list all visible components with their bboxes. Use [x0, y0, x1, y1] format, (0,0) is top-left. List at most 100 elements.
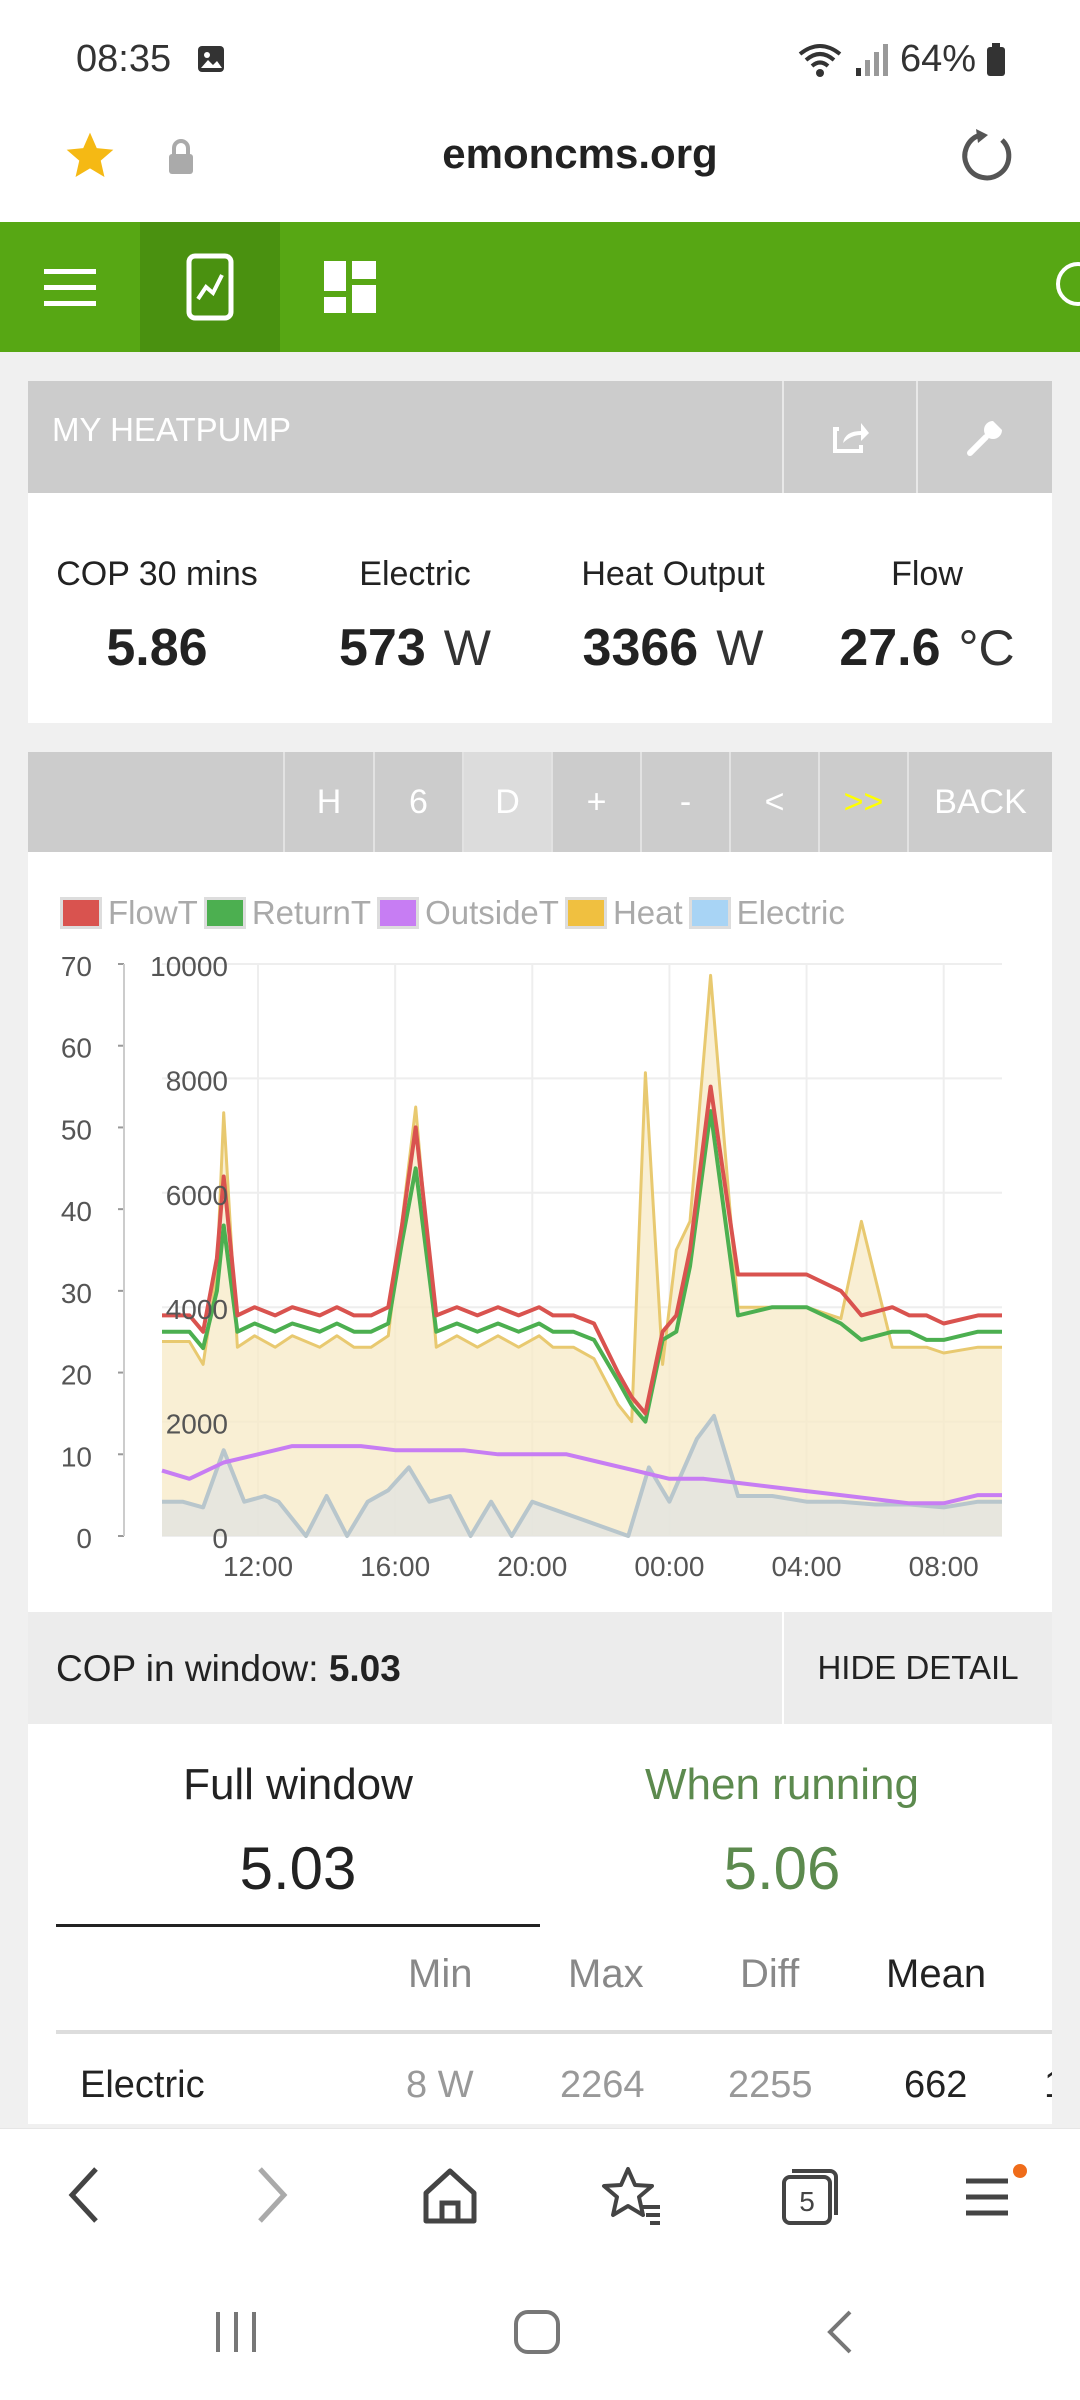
- cell-k: 15: [1044, 2064, 1052, 2107]
- battery-percent: 64%: [899, 38, 976, 80]
- legend-swatch: [564, 897, 607, 929]
- x-tick: 16:00: [360, 1551, 430, 1582]
- col-mean: Mean: [886, 1952, 987, 1996]
- legend-label: FlowT: [108, 894, 198, 931]
- browser-bottom-nav: 5: [0, 2128, 1080, 2277]
- cop-window-value: 5.03: [328, 1648, 401, 1689]
- row-label-electric: Electric: [80, 2064, 205, 2106]
- x-tick: 04:00: [772, 1551, 842, 1582]
- config-button[interactable]: [916, 381, 1054, 493]
- forward-arrow-icon[interactable]: [252, 2163, 292, 2227]
- menu-icon[interactable]: [962, 2163, 1028, 2227]
- lock-icon[interactable]: [166, 138, 196, 176]
- legend-swatch: [60, 897, 102, 929]
- recents-icon[interactable]: [212, 2306, 260, 2358]
- stat-heat-output: Heat Output 3366 W: [581, 555, 765, 677]
- menu-button[interactable]: [0, 222, 140, 352]
- url-text[interactable]: emoncms.org: [442, 130, 718, 177]
- y-left-tick: 30: [61, 1278, 92, 1309]
- x-tick: 20:00: [497, 1551, 567, 1582]
- series-line-flowt: [162, 1084, 1002, 1416]
- x-tick: 08:00: [909, 1551, 979, 1582]
- detail-panel: Full window 5.03 When running 5.06 Min M…: [28, 1724, 1052, 2124]
- hide-detail-button[interactable]: HIDE DETAIL: [782, 1612, 1052, 1724]
- y-left-tick: 20: [61, 1360, 92, 1391]
- wifi-icon: [798, 43, 842, 77]
- cell-mean: 662: [904, 2064, 968, 2106]
- series-fill-electric: [162, 1415, 1002, 1536]
- cell-min: 8 W: [406, 2064, 474, 2106]
- y-right-tick: 4000: [166, 1294, 228, 1325]
- tabs-icon[interactable]: 5: [778, 2163, 842, 2227]
- back-button[interactable]: BACK: [907, 752, 1052, 852]
- legend-label: Heat: [612, 894, 683, 931]
- full-window-cop: 5.03: [239, 1835, 357, 1902]
- cop-window-text: COP in window: 5.03: [56, 1648, 401, 1689]
- status-right: 64%: [796, 38, 1006, 81]
- series-line-heat: [162, 973, 1002, 1424]
- image-notification-icon: [198, 46, 224, 72]
- svg-text:5: 5: [799, 2186, 815, 2217]
- legend-label: OutsideT: [425, 894, 559, 931]
- system-nav-bar: [0, 2276, 1080, 2400]
- zoom-out-button[interactable]: -: [640, 752, 729, 852]
- y-right-tick: 2000: [166, 1409, 228, 1440]
- y-right-tick: 8000: [166, 1065, 228, 1096]
- cell-max: 2264: [560, 2064, 645, 2106]
- legend-item-returnt[interactable]: ReturnT: [203, 894, 372, 932]
- share-button[interactable]: [782, 381, 918, 493]
- back-nav-icon[interactable]: [820, 2306, 860, 2358]
- legend-item-electric[interactable]: Electric: [688, 894, 845, 932]
- chart-toolbar: H 6 D + - < >> BACK: [28, 752, 1052, 852]
- tab-full-window[interactable]: Full window: [183, 1760, 413, 1809]
- series-line-electric: [162, 1413, 1002, 1538]
- status-bar: 08:35 64%: [0, 0, 1080, 120]
- series-line-outsidet: [161, 1444, 1002, 1506]
- stat-electric: Electric 573 W: [339, 555, 491, 677]
- series-fill-heat: [162, 975, 1002, 1536]
- battery-icon: [987, 42, 1005, 76]
- y-left-tick: 0: [76, 1523, 92, 1554]
- pan-right-button[interactable]: >>: [818, 752, 907, 852]
- col-min: Min: [408, 1952, 473, 1996]
- share-icon: [833, 423, 869, 453]
- zoom-6h-button[interactable]: 6: [373, 752, 462, 852]
- zoom-in-button[interactable]: +: [551, 752, 640, 852]
- reload-icon[interactable]: [958, 126, 1018, 186]
- y-right-tick: 6000: [166, 1180, 228, 1211]
- chart-legend: FlowT ReturnT OutsideT Heat Electric: [60, 894, 851, 932]
- bookmark-star-icon[interactable]: [62, 128, 118, 184]
- app-panel-header: MY HEATPUMP: [28, 381, 1052, 493]
- stat-cop: COP 30 mins 5.86: [56, 555, 258, 677]
- zoom-hour-button[interactable]: H: [283, 752, 373, 852]
- status-time: 08:35: [76, 38, 172, 80]
- y-left-tick: 50: [61, 1114, 92, 1145]
- legend-swatch: [203, 897, 246, 929]
- wrench-icon: [967, 421, 1002, 456]
- legend-swatch: [688, 897, 731, 929]
- tab-when-running[interactable]: When running: [645, 1760, 919, 1809]
- legend-item-heat[interactable]: Heat: [564, 894, 683, 932]
- y-left-tick: 60: [61, 1033, 92, 1064]
- home-icon[interactable]: [420, 2163, 480, 2227]
- app-nav-bar: [0, 222, 1080, 352]
- legend-label: Electric: [736, 894, 845, 931]
- legend-label: ReturnT: [251, 894, 372, 931]
- legend-item-flowt[interactable]: FlowT: [60, 894, 198, 932]
- zoom-day-button[interactable]: D: [462, 752, 551, 852]
- bookmarks-icon[interactable]: [600, 2163, 664, 2227]
- series-line-returnt: [162, 1109, 1002, 1424]
- apps-graph-button[interactable]: [140, 222, 280, 352]
- pan-left-button[interactable]: <: [729, 752, 818, 852]
- account-icon[interactable]: [1056, 262, 1080, 306]
- home-nav-icon[interactable]: [512, 2306, 564, 2358]
- legend-item-outsidet[interactable]: OutsideT: [377, 894, 559, 932]
- active-tab-underline: [56, 1924, 540, 1927]
- legend-swatch: [377, 897, 420, 929]
- hamburger-icon: [44, 269, 96, 306]
- signal-icon: [855, 43, 888, 76]
- back-arrow-icon[interactable]: [64, 2163, 104, 2227]
- dashboard-button[interactable]: [280, 222, 420, 352]
- chart-plot[interactable]: 100008000600040002000070605040302010012:…: [28, 852, 1052, 1612]
- col-diff: Diff: [740, 1952, 800, 1996]
